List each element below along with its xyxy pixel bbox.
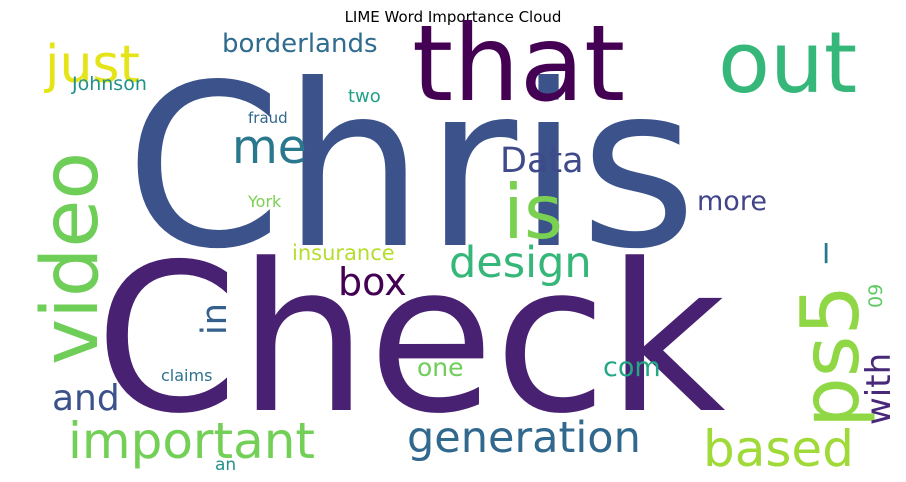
- word-ps5: ps5: [784, 285, 877, 428]
- word-video: video: [26, 152, 116, 365]
- word-based: based: [703, 420, 854, 478]
- word-that: that: [412, 3, 625, 125]
- word-design: design: [449, 238, 592, 288]
- word-generation: generation: [407, 413, 641, 463]
- word-box: box: [338, 260, 407, 304]
- word-09: 09: [865, 284, 887, 308]
- word-two: two: [348, 86, 381, 107]
- word-in: in: [195, 303, 235, 335]
- word-borderlands: borderlands: [222, 29, 378, 59]
- word-out: out: [718, 14, 857, 113]
- word-claims: claims: [161, 366, 212, 385]
- chart-title: LIME Word Importance Cloud: [345, 8, 562, 26]
- word-check: Check: [95, 221, 726, 459]
- word-johnson: Johnson: [71, 73, 147, 95]
- word-important: important: [68, 412, 315, 470]
- word-insurance: insurance: [292, 241, 395, 265]
- word-chris: Chris: [125, 37, 697, 299]
- word-with: with: [859, 353, 899, 425]
- word-fraud: fraud: [248, 109, 288, 127]
- word-just: just: [44, 35, 140, 95]
- word-and: and: [52, 378, 120, 419]
- word-york: York: [247, 192, 282, 211]
- word-an: an: [215, 455, 236, 475]
- word-is: is: [503, 168, 563, 256]
- word-more: more: [697, 186, 767, 217]
- word-data: Data: [500, 141, 584, 181]
- word-i: I: [822, 237, 830, 270]
- word-one: one: [417, 353, 464, 382]
- word-me: me: [232, 120, 307, 175]
- word-com: com: [603, 352, 661, 383]
